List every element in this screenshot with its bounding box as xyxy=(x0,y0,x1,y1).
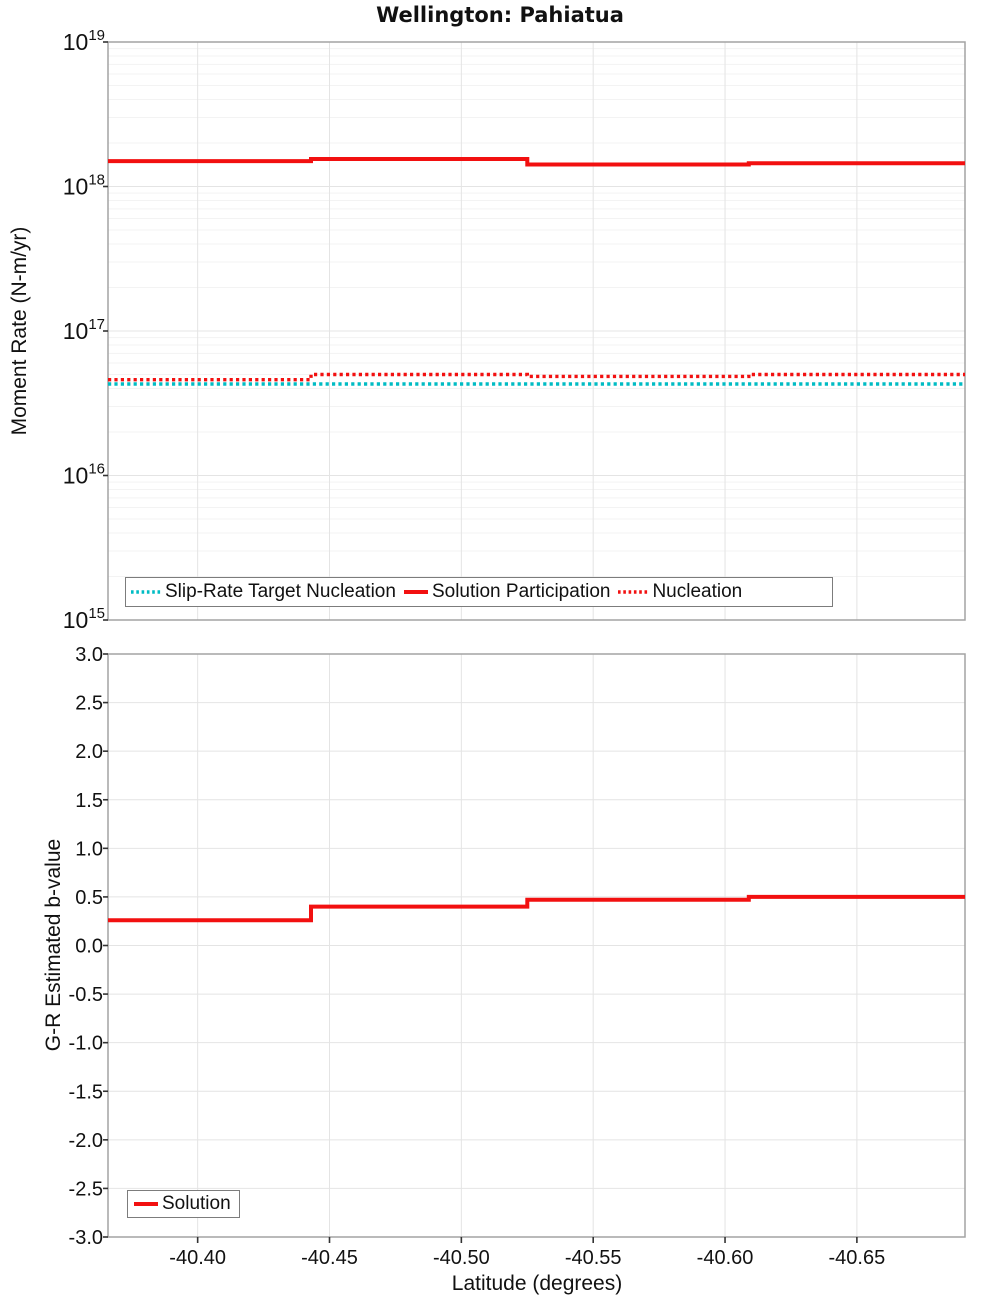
moment-rate-plot-series-nucleation xyxy=(108,372,965,382)
legend-label: Solution xyxy=(162,1193,231,1214)
y-tick-label: 1.5 xyxy=(75,790,103,812)
y-tick-label: -0.5 xyxy=(69,984,103,1006)
y-tick-label: 2.0 xyxy=(75,741,103,763)
legend-item-slip-rate-target-nucleation: Slip-Rate Target Nucleation xyxy=(130,581,396,603)
b-value-legend: Solution xyxy=(127,1190,240,1218)
y-tick-label: 1016 xyxy=(63,461,105,489)
y-tick-label: 1018 xyxy=(63,172,105,200)
y-tick-label: 0.0 xyxy=(75,936,103,958)
red-solid-line-icon xyxy=(134,1202,158,1206)
y-tick-label: -2.5 xyxy=(69,1178,103,1200)
moment-rate-plot-series-solution-participation xyxy=(108,157,965,167)
x-axis-label: Latitude (degrees) xyxy=(451,1272,623,1295)
red-solid-line-icon xyxy=(403,590,428,594)
x-tick-label: -40.45 xyxy=(301,1247,358,1269)
y-tick-label: 1015 xyxy=(63,605,105,633)
b-value-plot-series-solution xyxy=(108,894,965,923)
y-tick-label: 1019 xyxy=(63,27,105,55)
legend-item-solution: Solution xyxy=(133,1193,231,1215)
y-tick-label: -3.0 xyxy=(69,1227,103,1249)
y-tick-label: 2.5 xyxy=(75,693,103,715)
legend-label: Solution Participation xyxy=(431,581,611,602)
y-tick-label: -1.5 xyxy=(69,1081,103,1103)
x-tick-label: -40.65 xyxy=(829,1247,886,1269)
moment-rate-legend: Slip-Rate Target Nucleation Solution Par… xyxy=(125,577,833,607)
y-tick-label: 1017 xyxy=(63,316,105,344)
y-tick-label: -1.0 xyxy=(69,1033,103,1055)
red-dotted-line-icon xyxy=(618,590,649,594)
legend-label: Nucleation xyxy=(652,581,743,602)
y-tick-label: -2.0 xyxy=(69,1130,103,1152)
legend-item-solution-participation: Solution Participation xyxy=(403,581,611,603)
legend-label: Slip-Rate Target Nucleation xyxy=(165,581,396,602)
x-tick-label: -40.50 xyxy=(433,1247,490,1269)
y-tick-label: 0.5 xyxy=(75,887,103,909)
teal-dotted-line-icon xyxy=(131,590,161,594)
x-tick-label: -40.55 xyxy=(565,1247,622,1269)
y-tick-label: 1.0 xyxy=(75,838,103,860)
x-tick-label: -40.40 xyxy=(169,1247,226,1269)
y-tick-label: 3.0 xyxy=(75,644,103,666)
x-tick-label: -40.60 xyxy=(697,1247,754,1269)
legend-item-nucleation: Nucleation xyxy=(617,581,742,603)
chart-title: Wellington: Pahiatua xyxy=(376,3,624,27)
